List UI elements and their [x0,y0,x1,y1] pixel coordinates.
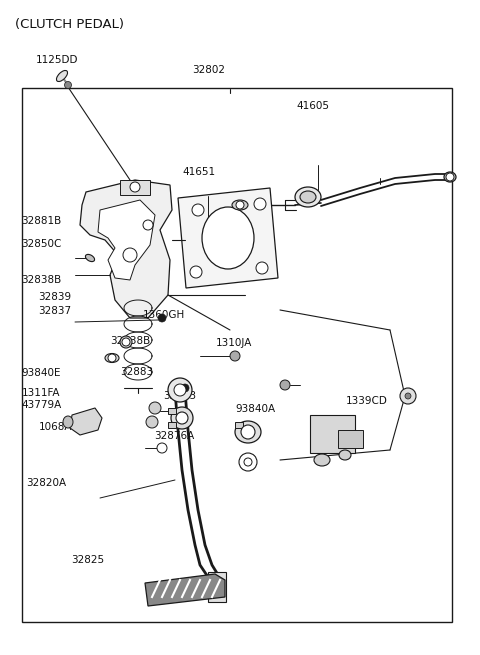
Text: 32883: 32883 [163,390,196,401]
Bar [168,408,176,414]
Text: 1360GH: 1360GH [143,310,185,320]
Text: 32883: 32883 [120,367,153,377]
Text: 32837: 32837 [38,306,72,316]
Ellipse shape [241,425,255,439]
Circle shape [254,198,266,210]
Polygon shape [178,188,278,288]
Text: 93840E: 93840E [22,368,61,379]
Ellipse shape [444,172,456,182]
Ellipse shape [105,354,119,362]
Text: 32820A: 32820A [26,477,67,488]
Circle shape [64,81,72,88]
Circle shape [123,248,137,262]
Ellipse shape [171,407,193,429]
Ellipse shape [232,200,248,210]
Text: 1068AB: 1068AB [38,422,79,432]
Circle shape [400,388,416,404]
Text: (CLUTCH PEDAL): (CLUTCH PEDAL) [15,18,124,31]
Ellipse shape [339,450,351,460]
Text: 32825: 32825 [71,555,104,565]
Ellipse shape [202,207,254,269]
Circle shape [446,173,454,181]
Ellipse shape [63,416,73,428]
Ellipse shape [57,71,68,81]
Circle shape [190,266,202,278]
Text: 32839: 32839 [38,291,72,302]
Circle shape [192,204,204,216]
Ellipse shape [239,453,257,471]
Ellipse shape [244,458,252,466]
Text: 32838B: 32838B [110,335,151,346]
Bar [120,180,150,195]
Polygon shape [145,574,225,606]
Ellipse shape [314,454,330,466]
Circle shape [230,351,240,361]
Circle shape [143,220,153,230]
Circle shape [130,182,140,192]
Text: 32802: 32802 [192,65,225,75]
Bar [22,88,452,622]
Circle shape [168,378,192,402]
Ellipse shape [120,336,132,348]
Circle shape [256,262,268,274]
Text: 1125DD: 1125DD [36,55,79,66]
Text: 41651: 41651 [182,166,216,177]
Text: 43779A: 43779A [22,400,62,411]
Polygon shape [70,408,102,435]
Text: 1339CD: 1339CD [346,396,387,406]
Text: 41605: 41605 [297,101,330,111]
Bar [310,415,355,453]
Circle shape [149,402,161,414]
Ellipse shape [295,187,321,207]
Polygon shape [98,200,155,280]
Circle shape [174,384,186,396]
Ellipse shape [235,421,261,443]
Text: 32881B: 32881B [22,215,62,226]
Text: 32838B: 32838B [22,275,62,286]
Circle shape [122,338,130,346]
Ellipse shape [85,254,95,261]
Circle shape [405,393,411,399]
Text: 1310JA: 1310JA [216,338,252,348]
Bar [168,422,176,428]
Circle shape [236,201,244,209]
Bar [338,430,363,448]
Text: 32876A: 32876A [155,431,195,441]
Circle shape [280,380,290,390]
Circle shape [181,384,189,392]
Text: 32850C: 32850C [22,238,62,249]
Circle shape [158,314,166,322]
Bar [235,422,243,428]
Text: 1311FA: 1311FA [22,388,60,398]
Ellipse shape [176,412,188,424]
Ellipse shape [300,191,316,203]
Bar [208,572,226,602]
Text: 93840A: 93840A [235,403,276,414]
Circle shape [108,354,116,362]
Circle shape [146,416,158,428]
Polygon shape [80,180,172,318]
Circle shape [157,443,167,453]
